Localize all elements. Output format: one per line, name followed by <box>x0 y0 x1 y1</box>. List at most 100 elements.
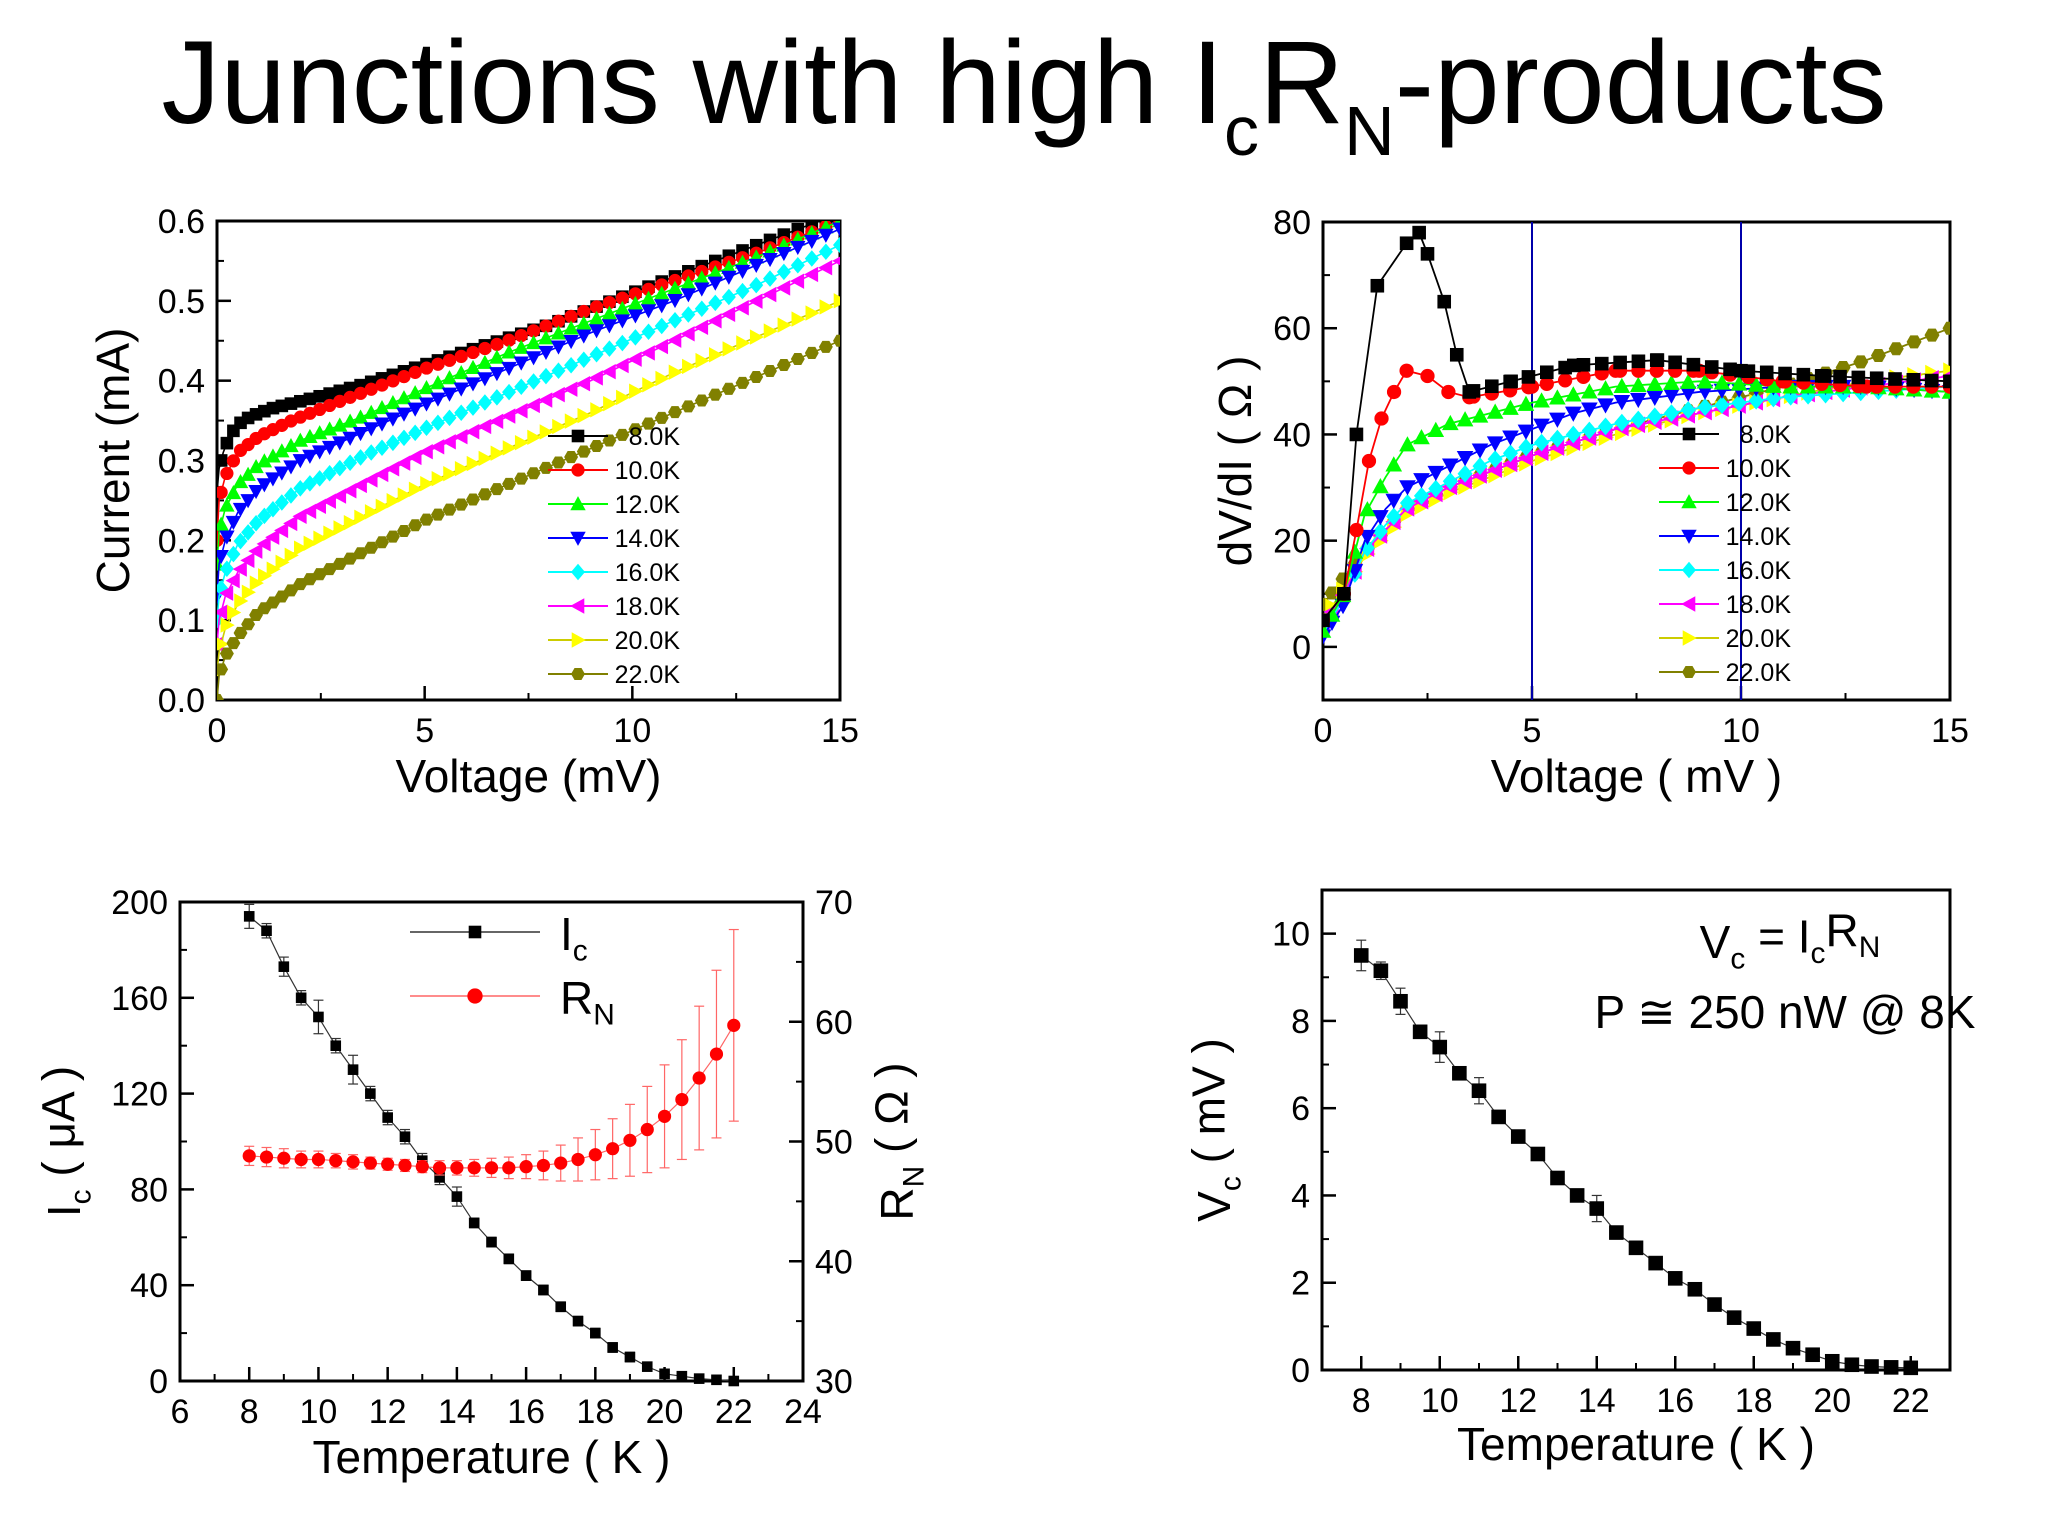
y-tick-label: 6 <box>1291 1090 1310 1128</box>
iv-point <box>525 351 542 366</box>
iv-point <box>564 356 579 374</box>
data-point <box>242 1149 256 1163</box>
dvdi-point <box>1646 375 1664 391</box>
data-point <box>365 1088 376 1099</box>
iv-point <box>736 335 751 351</box>
iv-point <box>776 359 791 372</box>
dvdi-point <box>1346 543 1364 559</box>
dvdi-point <box>1420 247 1435 261</box>
plot-frame <box>1320 888 1952 1372</box>
iv-point <box>602 340 617 357</box>
data-point <box>640 1122 654 1137</box>
iv-point <box>454 498 469 511</box>
data-point <box>398 1158 412 1173</box>
iv-point <box>418 397 435 412</box>
dvdi-point <box>1442 458 1459 474</box>
iv-point <box>489 367 505 382</box>
iv-point <box>833 334 840 347</box>
dvdi-point <box>1778 366 1792 381</box>
legend-marker <box>571 632 586 648</box>
iv-point <box>776 280 791 296</box>
y-tick-label: 0.4 <box>158 363 205 401</box>
iv-point <box>343 454 358 472</box>
dvdi-point <box>1361 453 1377 469</box>
iv-point <box>818 259 833 276</box>
iv-point <box>453 429 468 445</box>
vc-x-axis-label: Temperature ( K ) <box>1457 1418 1815 1470</box>
iv-point <box>374 466 389 483</box>
iv-point <box>550 325 567 340</box>
dvdi-point <box>1442 414 1459 431</box>
iv-point <box>776 246 792 262</box>
data-point <box>692 1071 706 1085</box>
dvdi-point <box>1696 373 1714 389</box>
iv-point <box>466 455 481 472</box>
iv-point <box>576 315 592 330</box>
iv-point <box>640 345 655 361</box>
rn-series <box>242 928 741 1182</box>
iv-point <box>397 370 411 384</box>
x-tick-label: 12 <box>1499 1382 1537 1420</box>
vc-y-axis-label: Vc ( mV ) <box>1182 1038 1247 1222</box>
iv-point <box>790 352 805 366</box>
title-r: R <box>1258 17 1345 149</box>
iv-point <box>442 353 457 367</box>
iv-point <box>217 637 229 651</box>
iv-point <box>363 472 378 488</box>
dvdi-point <box>1851 370 1866 385</box>
iv-point <box>734 264 751 279</box>
dvdi-point <box>1614 413 1630 432</box>
data-point <box>503 1253 515 1265</box>
iv-point <box>419 513 434 526</box>
dvdi-point <box>1533 418 1550 434</box>
iv-point <box>343 514 358 531</box>
dvdi-point <box>1663 404 1679 423</box>
y-tick-label: 200 <box>111 884 168 922</box>
iv-point <box>502 383 517 401</box>
iv-point <box>385 395 401 410</box>
iv-point <box>501 408 516 424</box>
legend-marker <box>1682 461 1696 475</box>
data-point <box>657 1109 672 1123</box>
ic-series <box>243 903 740 1387</box>
iv-point <box>226 637 241 650</box>
dvdi-point <box>1502 444 1519 463</box>
iv-point <box>283 515 298 532</box>
dvdi-point <box>1385 456 1403 472</box>
data-point <box>555 1301 567 1313</box>
iv-point <box>513 403 528 419</box>
iv-point <box>274 494 289 511</box>
dvdi-point <box>1833 369 1847 384</box>
iv-point <box>465 423 480 440</box>
legend-label: 8.0K <box>1740 421 1792 449</box>
data-point <box>711 1374 722 1386</box>
iv-point <box>241 524 256 541</box>
iv-point <box>257 507 272 525</box>
iv-point <box>441 370 458 385</box>
dvdi-point <box>1646 390 1664 407</box>
iv-point <box>748 293 763 309</box>
iv-point <box>386 374 400 388</box>
iv-point <box>353 547 368 560</box>
iv-point <box>321 440 338 456</box>
dvdi-point <box>1374 411 1389 426</box>
iv-point <box>386 493 401 509</box>
iv-point <box>240 494 256 509</box>
iv-point <box>219 585 234 601</box>
iv-point <box>407 402 423 417</box>
iv-point <box>217 485 228 500</box>
y-tick-label: 80 <box>1273 204 1311 242</box>
vc-point <box>1903 1360 1919 1376</box>
iv-point <box>602 434 617 447</box>
iv-point <box>454 460 470 477</box>
iv-point <box>292 454 309 469</box>
iv-point <box>217 516 229 531</box>
iv-point <box>513 356 529 371</box>
iv-point <box>655 370 670 387</box>
iv-series <box>217 221 840 571</box>
iv-point <box>408 481 424 498</box>
iv-point <box>539 424 554 440</box>
iv-point <box>313 530 328 546</box>
dvdi-point <box>1759 365 1774 380</box>
dvdi-point <box>1518 438 1534 457</box>
